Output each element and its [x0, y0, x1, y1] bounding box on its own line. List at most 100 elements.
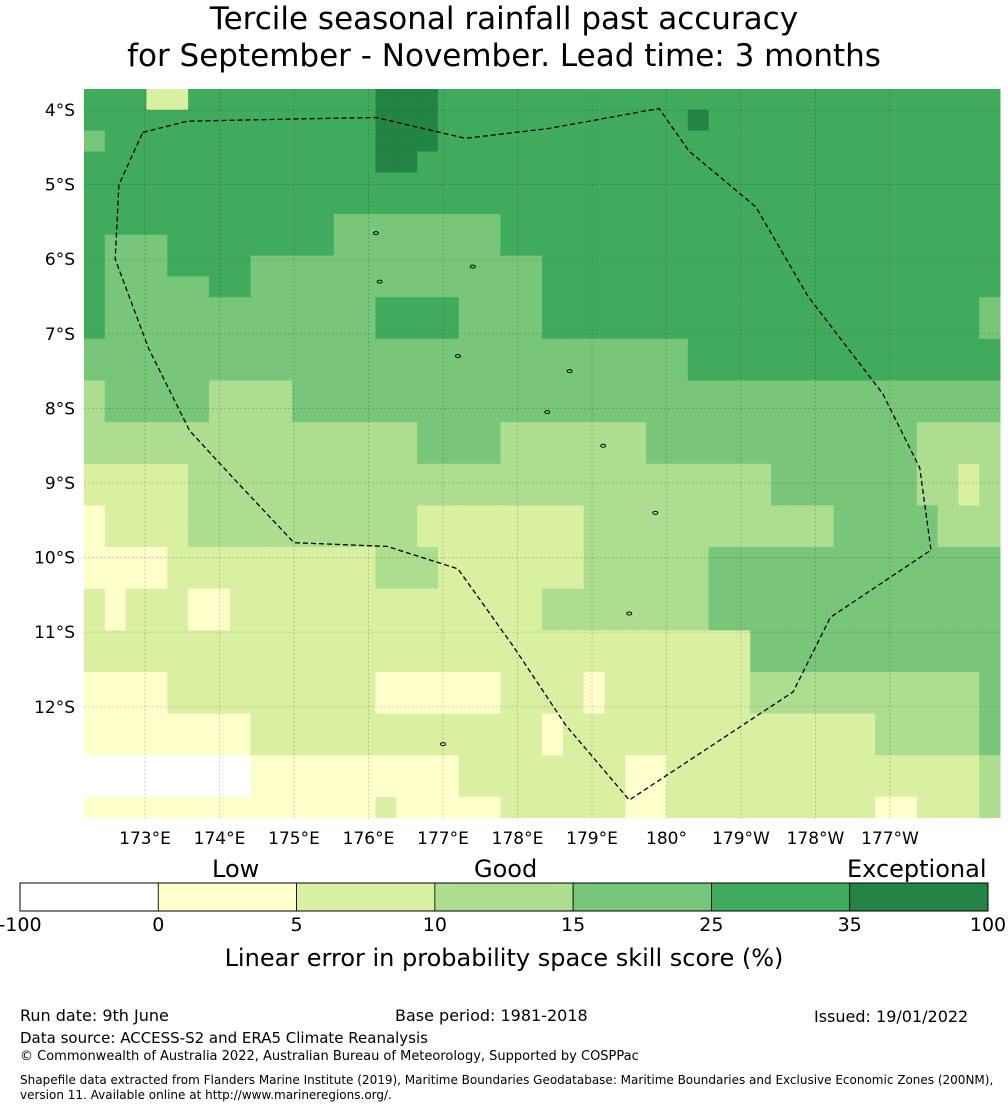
- skill-cell: [229, 151, 251, 173]
- skill-cell: [791, 734, 814, 756]
- skill-cell: [833, 484, 855, 506]
- skill-cell: [646, 130, 668, 152]
- skill-cell: [646, 755, 668, 777]
- skill-cell: [104, 713, 127, 735]
- skill-cell: [125, 442, 147, 465]
- skill-cell: [604, 463, 626, 485]
- skill-cell: [646, 193, 668, 215]
- skill-cell: [271, 526, 293, 548]
- skill-cell: [333, 671, 356, 694]
- skill-cell: [562, 89, 585, 111]
- skill-cell: [812, 484, 834, 506]
- skill-cell: [625, 588, 647, 610]
- skill-cell: [417, 422, 439, 444]
- skill-cell: [750, 734, 772, 756]
- skill-cell: [542, 713, 564, 735]
- skill-cell: [604, 89, 626, 111]
- skill-cell: [146, 484, 168, 506]
- skill-cell: [542, 130, 564, 152]
- colorbar-tick-label: 10: [422, 914, 447, 936]
- skill-cell: [646, 234, 668, 256]
- skill-cell: [750, 89, 772, 111]
- skill-cell: [479, 422, 501, 444]
- skill-cell: [104, 567, 127, 590]
- skill-cell: [146, 776, 168, 798]
- skill-cell: [916, 776, 939, 798]
- skill-cell: [458, 484, 480, 506]
- skill-cell: [604, 234, 626, 256]
- skill-cell: [646, 172, 668, 194]
- island-outline: [652, 510, 659, 515]
- skill-cell: [666, 692, 689, 714]
- skill-cell: [833, 692, 855, 714]
- skill-cell: [417, 255, 439, 277]
- skill-cell: [916, 276, 939, 298]
- skill-cell: [583, 193, 605, 215]
- skill-cell: [417, 463, 439, 485]
- skill-cell: [625, 172, 647, 194]
- skill-cell: [729, 755, 751, 777]
- skill-cell: [208, 380, 231, 402]
- skill-cell: [396, 651, 418, 673]
- skill-cell: [729, 671, 751, 694]
- skill-cell: [833, 109, 855, 132]
- skill-cell: [542, 630, 564, 652]
- skill-cell: [687, 213, 709, 236]
- skill-cell: [771, 713, 793, 735]
- skill-cell: [895, 442, 918, 465]
- skill-cell: [313, 651, 335, 673]
- skill-cell: [583, 442, 605, 465]
- skill-cell: [458, 130, 480, 152]
- skill-cell: [958, 776, 980, 798]
- skill-cell: [333, 713, 356, 735]
- skill-cell: [458, 255, 480, 277]
- skill-cell: [417, 526, 439, 548]
- skill-cell: [396, 567, 418, 590]
- skill-cell: [104, 484, 127, 506]
- skill-cell: [521, 401, 543, 423]
- skill-cell: [562, 422, 585, 444]
- skill-cell: [937, 297, 959, 319]
- skill-cell: [500, 671, 522, 694]
- skill-cell: [604, 255, 626, 277]
- skill-cell: [833, 588, 855, 610]
- skill-cell: [250, 213, 272, 236]
- skill-cell: [625, 651, 647, 673]
- skill-cell: [916, 422, 939, 444]
- skill-cell: [208, 234, 231, 256]
- skill-cell: [417, 338, 439, 361]
- skill-cell: [104, 338, 127, 361]
- skill-cell: [188, 213, 210, 236]
- skill-cell: [562, 151, 585, 173]
- skill-cell: [833, 526, 855, 548]
- skill-cell: [895, 776, 918, 798]
- skill-cell: [625, 734, 647, 756]
- skill-cell: [979, 193, 1001, 215]
- skill-cell: [167, 276, 189, 298]
- skill-cell: [604, 734, 626, 756]
- skill-cell: [687, 588, 709, 610]
- skill-cell: [479, 151, 501, 173]
- skill-cell: [583, 380, 605, 402]
- skill-cell: [812, 401, 834, 423]
- skill-cell: [583, 318, 605, 340]
- skill-cell: [250, 255, 272, 277]
- skill-cell: [375, 463, 397, 485]
- skill-cell: [625, 130, 647, 152]
- skill-cell: [500, 630, 522, 652]
- skill-cell: [854, 484, 876, 506]
- skill-cell: [708, 755, 730, 777]
- skill-cell: [562, 567, 585, 590]
- skill-cell: [188, 630, 210, 652]
- skill-cell: [895, 651, 918, 673]
- skill-cell: [562, 401, 585, 423]
- skill-cell: [979, 588, 1001, 610]
- skill-cell: [604, 422, 626, 444]
- skill-cell: [708, 651, 730, 673]
- skill-cell: [708, 109, 730, 132]
- skill-cell: [125, 401, 147, 423]
- skill-cell: [84, 588, 106, 610]
- skill-cell: [84, 338, 106, 361]
- skill-cell: [84, 671, 106, 694]
- skill-cell: [979, 89, 1001, 111]
